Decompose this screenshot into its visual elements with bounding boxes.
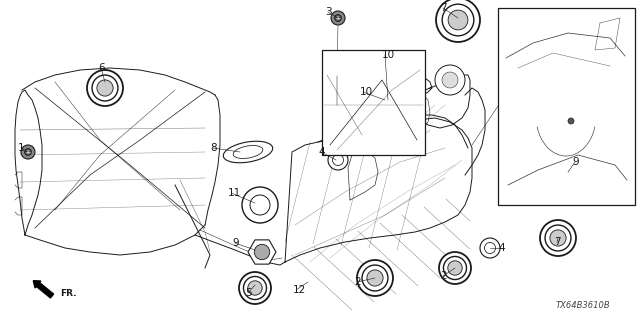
Circle shape [333, 155, 344, 165]
Text: 4: 4 [498, 243, 504, 253]
Text: 3: 3 [325, 7, 332, 17]
Circle shape [362, 265, 388, 291]
Circle shape [97, 80, 113, 96]
Text: FR.: FR. [60, 290, 77, 299]
Circle shape [554, 158, 582, 186]
Circle shape [448, 261, 462, 275]
Circle shape [442, 4, 474, 36]
Text: 8: 8 [210, 143, 216, 153]
Text: 9: 9 [232, 238, 239, 248]
Circle shape [367, 270, 383, 286]
Circle shape [448, 10, 468, 30]
Ellipse shape [378, 93, 398, 107]
Circle shape [555, 105, 587, 137]
Circle shape [242, 187, 278, 223]
Bar [498, 8, 635, 205]
Circle shape [331, 64, 343, 76]
Circle shape [562, 112, 580, 130]
Circle shape [550, 230, 566, 246]
Circle shape [328, 150, 348, 170]
Circle shape [250, 195, 270, 215]
Circle shape [87, 70, 123, 106]
Ellipse shape [223, 141, 273, 163]
Circle shape [357, 260, 393, 296]
Text: 11: 11 [228, 188, 241, 198]
Circle shape [560, 164, 576, 180]
Circle shape [545, 225, 571, 251]
Ellipse shape [382, 96, 394, 104]
Text: 9: 9 [572, 157, 579, 167]
Ellipse shape [233, 146, 263, 158]
Circle shape [568, 118, 574, 124]
Text: 12: 12 [293, 285, 307, 295]
Circle shape [435, 65, 465, 95]
Circle shape [480, 238, 500, 258]
Circle shape [248, 281, 262, 295]
Circle shape [436, 0, 480, 42]
Text: 10: 10 [382, 50, 395, 60]
Circle shape [334, 67, 340, 73]
Circle shape [254, 244, 269, 260]
Circle shape [331, 11, 345, 25]
Circle shape [21, 145, 35, 159]
Text: 7: 7 [440, 3, 447, 13]
Text: 7: 7 [554, 237, 561, 247]
Text: 1: 1 [18, 143, 24, 153]
Text: 5: 5 [245, 288, 252, 298]
Circle shape [239, 272, 271, 304]
Text: 2: 2 [440, 271, 447, 281]
Circle shape [24, 148, 31, 156]
Circle shape [540, 220, 576, 256]
Circle shape [92, 75, 118, 101]
Text: 6: 6 [98, 63, 104, 73]
Text: 10: 10 [360, 87, 373, 97]
Text: TX64B3610B: TX64B3610B [556, 301, 610, 310]
Text: 4: 4 [318, 147, 324, 157]
Circle shape [484, 243, 495, 253]
Circle shape [243, 276, 266, 300]
FancyArrow shape [33, 281, 54, 298]
Text: 2: 2 [354, 277, 360, 287]
Bar [322, 50, 425, 155]
Circle shape [439, 252, 471, 284]
Circle shape [442, 72, 458, 88]
Circle shape [444, 257, 467, 280]
Circle shape [335, 14, 342, 21]
Polygon shape [248, 240, 276, 264]
